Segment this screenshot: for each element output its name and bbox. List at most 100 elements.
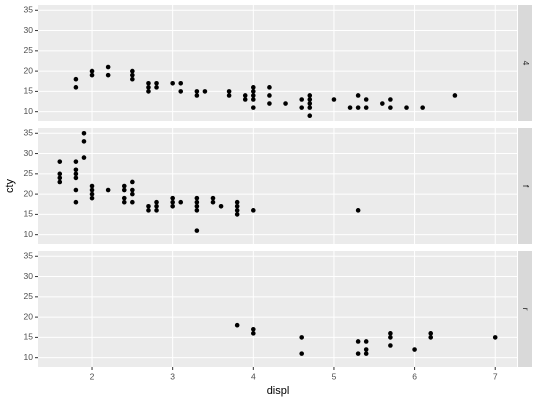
point	[267, 93, 272, 98]
strip	[518, 251, 532, 367]
point	[452, 93, 458, 98]
point	[226, 93, 232, 98]
y-tick-label: 35	[24, 5, 34, 15]
panel-background	[38, 128, 517, 244]
point	[194, 195, 200, 201]
point	[121, 195, 127, 201]
point	[234, 212, 240, 217]
point	[130, 179, 135, 185]
point	[363, 105, 369, 110]
point	[283, 101, 288, 106]
point	[154, 85, 159, 90]
point	[388, 105, 393, 110]
point	[57, 171, 63, 177]
point	[363, 339, 369, 344]
point	[307, 105, 313, 110]
point	[202, 89, 208, 94]
strip-label: f	[521, 185, 531, 188]
strip	[518, 128, 532, 244]
point	[170, 203, 175, 209]
x-tick-label: 6	[412, 371, 417, 381]
y-tick-label: 10	[24, 229, 34, 239]
point	[73, 159, 79, 164]
point	[234, 199, 240, 205]
point	[355, 351, 361, 356]
point	[89, 187, 95, 193]
point	[170, 80, 175, 86]
point	[73, 199, 79, 205]
y-tick-label: 25	[24, 168, 34, 178]
point	[89, 72, 95, 78]
point	[388, 97, 393, 102]
point	[194, 93, 200, 98]
point	[210, 195, 216, 201]
point	[130, 76, 135, 82]
y-tick-label: 20	[24, 311, 34, 321]
point	[178, 199, 184, 205]
point	[121, 187, 127, 193]
point	[170, 199, 175, 205]
point	[194, 228, 200, 233]
point	[492, 335, 498, 340]
point	[81, 139, 87, 144]
point	[355, 208, 361, 213]
strip	[518, 5, 532, 121]
point	[178, 80, 184, 86]
point	[89, 195, 95, 201]
y-tick-label: 10	[24, 352, 34, 362]
y-tick-label: 30	[24, 271, 34, 281]
point	[388, 343, 393, 348]
y-tick-label: 25	[24, 45, 34, 55]
point	[89, 183, 95, 189]
point	[130, 191, 135, 197]
point	[299, 97, 304, 102]
point	[146, 80, 151, 86]
point	[146, 208, 151, 213]
y-tick-label: 20	[24, 65, 34, 75]
point	[388, 335, 393, 340]
y-tick-label: 15	[24, 332, 34, 342]
point	[267, 101, 272, 106]
point	[226, 89, 232, 94]
point	[251, 326, 256, 332]
point	[194, 208, 200, 213]
point	[380, 101, 385, 106]
point	[130, 72, 135, 78]
point	[267, 85, 272, 90]
point	[154, 203, 159, 209]
point	[331, 97, 337, 102]
point	[251, 105, 256, 110]
point	[105, 72, 111, 78]
y-tick-label: 15	[24, 86, 34, 96]
point	[299, 335, 304, 340]
point	[170, 195, 175, 201]
x-tick-label: 2	[90, 371, 95, 381]
point	[404, 105, 409, 110]
point	[81, 155, 87, 160]
panel-background	[38, 251, 517, 367]
x-tick-label: 5	[332, 371, 337, 381]
point	[73, 187, 79, 193]
point	[412, 347, 417, 352]
point	[146, 89, 151, 94]
point	[146, 85, 151, 90]
point	[130, 68, 135, 74]
point	[363, 347, 369, 352]
point	[194, 203, 200, 209]
point	[234, 322, 240, 328]
point	[363, 97, 369, 102]
y-tick-label: 20	[24, 188, 34, 198]
x-tick-label: 4	[251, 371, 256, 381]
point	[251, 331, 256, 336]
point	[105, 64, 111, 70]
point	[194, 199, 200, 205]
point	[363, 351, 369, 356]
point	[251, 93, 256, 98]
y-tick-label: 30	[24, 148, 34, 158]
point	[234, 203, 240, 209]
point	[307, 93, 313, 98]
point	[307, 101, 313, 106]
point	[251, 89, 256, 94]
point	[105, 187, 111, 193]
x-axis-label: displ	[267, 385, 290, 397]
